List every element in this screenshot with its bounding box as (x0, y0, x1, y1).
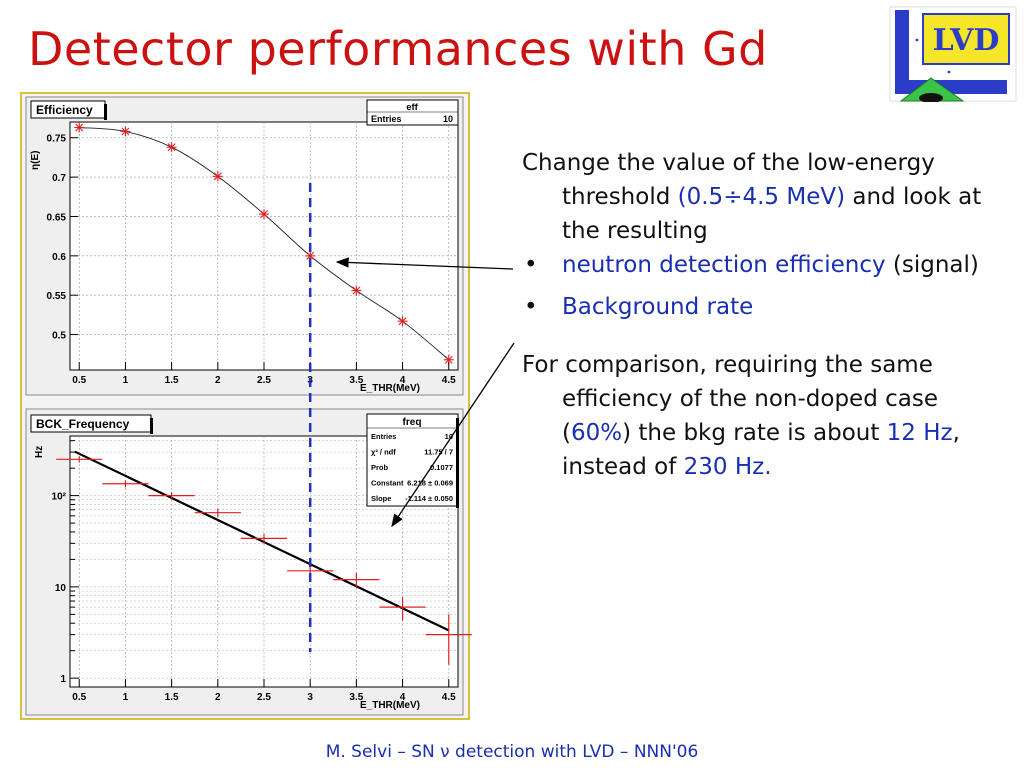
background-stats-label: Slope (371, 494, 391, 503)
efficiency-point (443, 354, 454, 365)
background-x-ticks: 0.5 1 1.5 2 2.5 3 3.5 4 4.5 (72, 679, 456, 703)
background-panel: 0.5 1 1.5 2 2.5 3 3.5 4 4.5 1 10 10² BCK_Frequency… (25, 408, 472, 716)
background-point (102, 480, 149, 488)
background-xtick-label: 1 (123, 692, 129, 703)
efficiency-y-ticks: 0.5 0.55 0.6 0.65 0.7 0.75 (47, 134, 78, 342)
background-stats-value: -1.114 ± 0.050 (405, 494, 453, 503)
background-xtick-label: 1.5 (165, 692, 179, 703)
background-point (56, 456, 103, 463)
efficiency-ytick-label: 0.7 (52, 173, 66, 184)
efficiency-xtick-label: 2 (215, 375, 221, 386)
efficiency-ytick-label: 0.65 (47, 212, 67, 223)
arrow-to-background (391, 342, 515, 528)
background-point (148, 492, 195, 500)
efficiency-stats-name: eff (406, 102, 418, 113)
bullet-background: • Background rate (524, 294, 754, 320)
lvd-logo: LVD (889, 6, 1017, 102)
efficiency-point (212, 171, 223, 182)
efficiency-ylabel: η(E) (30, 151, 41, 170)
background-title: BCK_Frequency (36, 417, 130, 431)
background-stats-value: 0.1077 (430, 463, 453, 472)
background-stats-label: Prob (371, 463, 389, 472)
efficiency-stats-box: eff Entries 10 (366, 99, 459, 126)
background-xtick-label: 2.5 (257, 692, 271, 703)
efficiency-point (74, 122, 85, 133)
logo-text: LVD (933, 23, 1000, 58)
efficiency-xtick-label: 4.5 (442, 375, 456, 386)
efficiency-point (259, 209, 269, 220)
efficiency-point (351, 285, 362, 296)
comparison-paragraph: For comparison, requiring the same effic… (522, 352, 960, 480)
arrow-to-efficiency (335, 257, 514, 270)
background-ytick-label: 1 (60, 674, 66, 685)
efficiency-point (120, 126, 131, 137)
background-xtick-label: 2 (215, 692, 221, 703)
efficiency-xlabel: E_THR(MeV) (360, 383, 420, 394)
explanation-text: Change the value of the low-energy thres… (522, 146, 1012, 484)
background-stats-value: 6.218 ± 0.069 (407, 479, 453, 488)
efficiency-xtick-label: 1.5 (165, 375, 179, 386)
efficiency-points (74, 122, 454, 365)
efficiency-ytick-label: 0.5 (52, 331, 66, 342)
background-stats-value: 10 (445, 432, 453, 441)
background-points (56, 456, 472, 665)
background-stats-label: χ² / ndf (371, 448, 396, 457)
background-stats-label: Entries (371, 432, 396, 441)
efficiency-ytick-label: 0.55 (47, 291, 67, 302)
efficiency-panel: 0.511.522.533.544.5 0.50.550.60.650.70.7… (25, 96, 464, 396)
background-xtick-label: 4.5 (442, 692, 456, 703)
background-fit-line (74, 450, 450, 632)
background-xlabel: E_THR(MeV) (360, 700, 420, 711)
background-stats-box: freq Entries 10 χ² / ndf 11.75 / 7 Prob 0.107… (366, 413, 459, 508)
intro-paragraph: Change the value of the low-energy thres… (522, 150, 982, 244)
background-xtick-label: 3.5 (349, 692, 363, 703)
background-xtick-label: 3 (307, 692, 313, 703)
background-point (240, 533, 288, 544)
background-point (333, 572, 380, 589)
background-xtick-label: 4 (400, 692, 406, 703)
background-ytick-label: 10 (55, 583, 67, 594)
efficiency-point (397, 316, 408, 327)
background-ytick-label: 10² (52, 492, 67, 503)
efficiency-xtick-label: 0.5 (72, 375, 86, 386)
background-stats-value: 11.75 / 7 (424, 448, 453, 457)
efficiency-ytick-label: 0.75 (47, 134, 67, 145)
efficiency-xtick-label: 4 (400, 375, 406, 386)
slide-title: Detector performances with Gd (28, 22, 768, 76)
efficiency-title: Efficiency (36, 103, 93, 117)
efficiency-grid (70, 122, 458, 370)
efficiency-stats-entries-label: Entries (371, 114, 402, 124)
background-fit-group (74, 450, 450, 632)
bullet-efficiency: • neutron detection efficiency (signal) (524, 252, 979, 278)
background-point (194, 508, 241, 518)
background-xtick-label: 0.5 (72, 692, 86, 703)
efficiency-xtick-label: 2.5 (257, 375, 271, 386)
background-ylabel: Hz (34, 446, 45, 458)
efficiency-stats-entries-value: 10 (443, 114, 453, 124)
efficiency-xtick-label: 1 (123, 375, 129, 386)
background-point (379, 597, 426, 621)
efficiency-point (166, 142, 177, 153)
background-stats-name: freq (403, 417, 422, 428)
background-point (425, 614, 472, 665)
efficiency-ytick-label: 0.6 (52, 252, 66, 263)
efficiency-xtick-label: 3.5 (349, 375, 363, 386)
slide-footer: M. Selvi – SN ν detection with LVD – NNN… (325, 742, 699, 762)
background-y-ticks: 1 10 10² (52, 440, 79, 685)
background-stats-label: Constant (371, 479, 404, 488)
